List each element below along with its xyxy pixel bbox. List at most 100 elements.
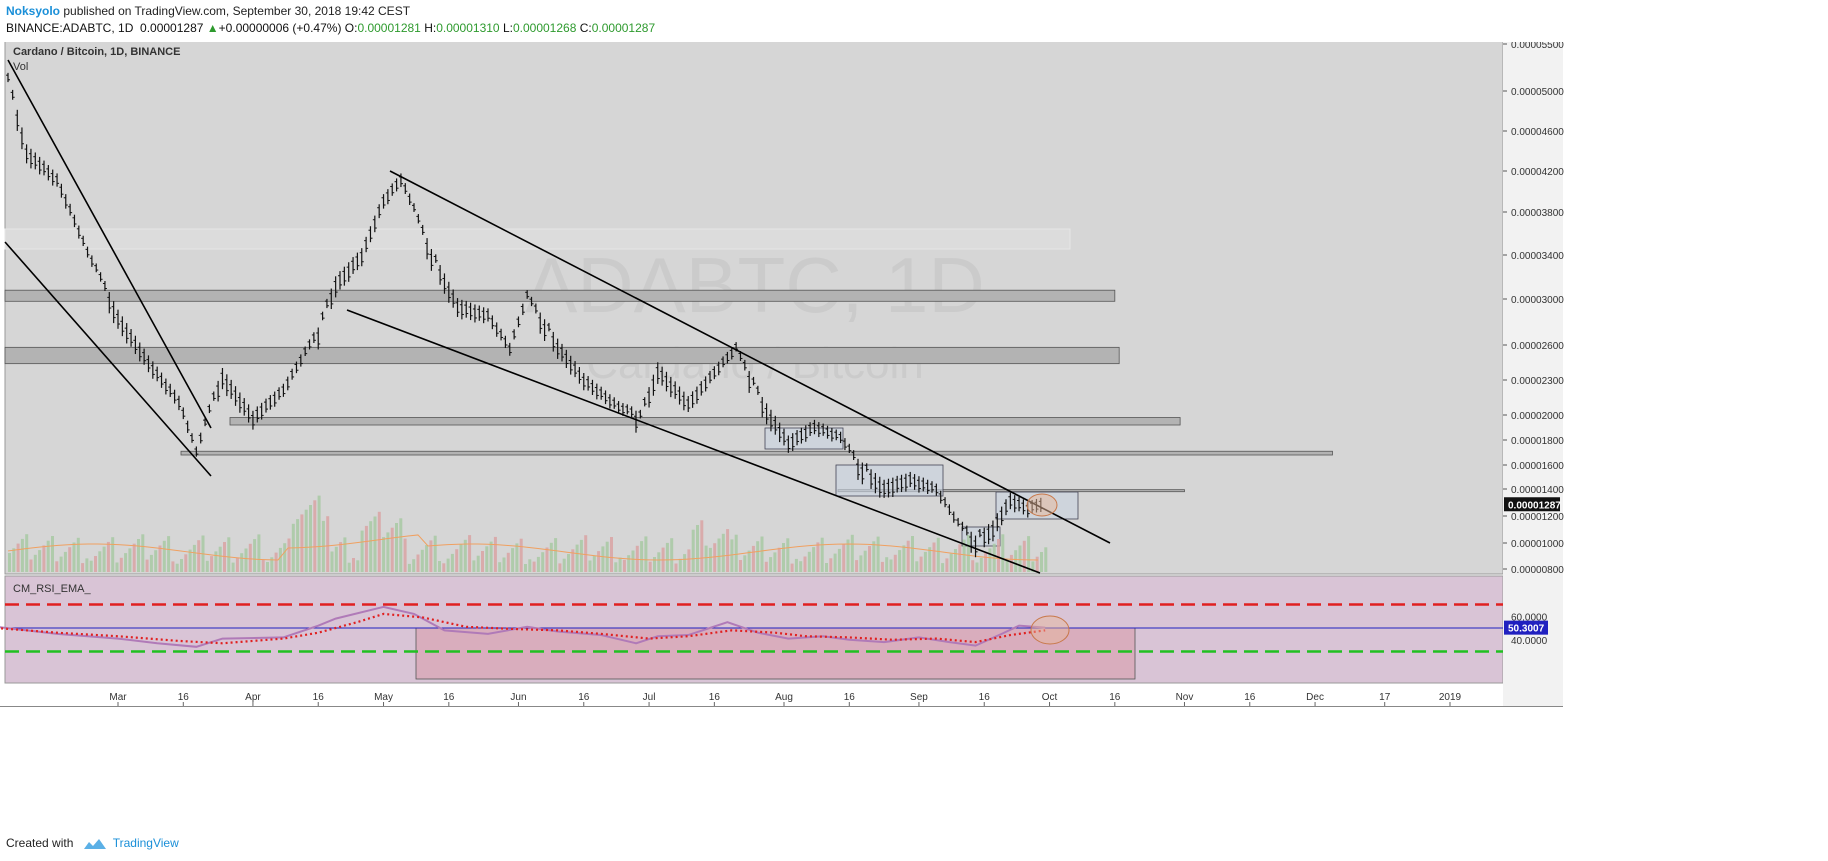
volume-bar	[227, 537, 231, 572]
volume-bar	[588, 560, 592, 572]
x-tick-label: 16	[443, 692, 455, 703]
volume-bar	[674, 563, 678, 572]
volume-bar	[1009, 554, 1013, 572]
volume-bar	[764, 561, 768, 572]
volume-bar	[833, 553, 837, 572]
trend-line	[389, 170, 1111, 544]
volume-bar	[665, 542, 669, 572]
rsi-value-label: 50.3007	[1508, 624, 1545, 635]
price-tick-label: 0.00004200	[1511, 167, 1564, 178]
volume-bars	[8, 495, 1048, 572]
volume-bar	[562, 558, 566, 572]
volume-bar	[455, 549, 459, 572]
volume-bar	[889, 559, 893, 572]
volume-bar	[640, 541, 644, 572]
rsi-tick-label: 40.0000	[1511, 636, 1548, 647]
x-tick-label: Nov	[1176, 692, 1194, 703]
volume-bar	[416, 554, 420, 572]
volume-bar	[515, 543, 519, 572]
volume-bar	[928, 547, 932, 572]
price-tick-label: 0.00002000	[1511, 411, 1564, 422]
volume-bar	[545, 547, 549, 572]
volume-bar	[717, 538, 721, 572]
volume-bar	[962, 539, 966, 572]
volume-bar	[154, 550, 158, 572]
volume-bar	[915, 561, 919, 572]
support-resistance-zone	[229, 417, 1181, 426]
volume-bar	[29, 559, 33, 572]
volume-bar	[803, 556, 807, 572]
low-label: L:	[502, 21, 513, 35]
volume-bar	[932, 542, 936, 572]
volume-bar	[721, 533, 725, 572]
volume-bar	[180, 559, 183, 572]
change-value: +0.00000006 (+0.47%)	[218, 21, 342, 35]
low-value: 0.00001268	[512, 21, 577, 35]
volume-bar	[38, 550, 42, 572]
x-tick-label: May	[374, 692, 393, 703]
volume-bar	[141, 534, 145, 572]
volume-bar	[425, 545, 429, 572]
volume-bar	[145, 559, 149, 572]
volume-bar	[334, 546, 338, 572]
rsi-line	[0, 605, 1046, 648]
volume-bar	[949, 553, 953, 572]
volume-bar	[468, 535, 472, 572]
price-tick-label: 0.00004600	[1511, 127, 1564, 138]
volume-bar	[476, 555, 480, 572]
volume-bar	[696, 525, 699, 572]
volume-bar	[274, 552, 278, 572]
tradingview-link[interactable]: TradingView	[112, 836, 179, 850]
volume-bar	[175, 563, 179, 572]
x-tick-label: Oct	[1042, 692, 1058, 703]
volume-bar	[33, 554, 37, 572]
volume-bar	[1022, 540, 1026, 572]
volume-bar	[958, 544, 962, 572]
volume-bar	[597, 551, 601, 572]
volume-bar	[549, 542, 553, 572]
volume-bar	[373, 516, 377, 572]
volume-bar	[635, 545, 639, 572]
volume-bar	[687, 549, 691, 572]
volume-bar	[773, 552, 777, 572]
volume-bar	[25, 534, 29, 572]
up-arrow-icon: ▲	[206, 21, 219, 35]
volume-bar	[399, 518, 403, 572]
volume-bar	[300, 514, 304, 572]
zone-faint	[4, 228, 1071, 250]
x-tick-label: 16	[709, 692, 721, 703]
volume-bar	[700, 520, 704, 572]
volume-bar	[618, 557, 622, 572]
volume-bar	[622, 559, 626, 572]
volume-bar	[567, 554, 570, 572]
volume-bar	[261, 559, 265, 572]
created-with-text: Created with	[6, 836, 74, 850]
volume-bar	[205, 560, 209, 572]
price-tick-label: 0.00002300	[1511, 376, 1564, 387]
volume-bar	[162, 540, 166, 572]
volume-bar	[730, 539, 734, 572]
volume-bar	[1040, 552, 1043, 572]
volume-bar	[309, 505, 312, 572]
volume-bar	[149, 554, 153, 572]
volume-bar	[420, 549, 424, 572]
price-tick-label: 0.00001000	[1511, 539, 1564, 550]
volume-bar	[326, 516, 330, 572]
trend-line	[4, 241, 212, 477]
author-name[interactable]: Noksyolo	[6, 4, 61, 18]
close-label: C:	[579, 21, 592, 35]
volume-bar	[524, 564, 527, 572]
volume-bar	[485, 546, 489, 572]
volume-bar	[94, 556, 97, 572]
price-tick-label: 0.00003800	[1511, 208, 1564, 219]
volume-bar	[850, 534, 854, 572]
volume-bar	[188, 549, 192, 572]
rsi-ema-line	[0, 612, 1046, 645]
volume-bar	[407, 563, 411, 572]
trend-line	[346, 309, 1041, 574]
volume-bar	[386, 532, 390, 572]
x-tick-label: 17	[1379, 692, 1391, 703]
chart-canvas[interactable]: ADABTC, 1DCardano / Bitcoin0.000055000.0…	[0, 42, 1828, 830]
volume-bar	[472, 560, 476, 572]
volume-bar	[270, 557, 274, 572]
